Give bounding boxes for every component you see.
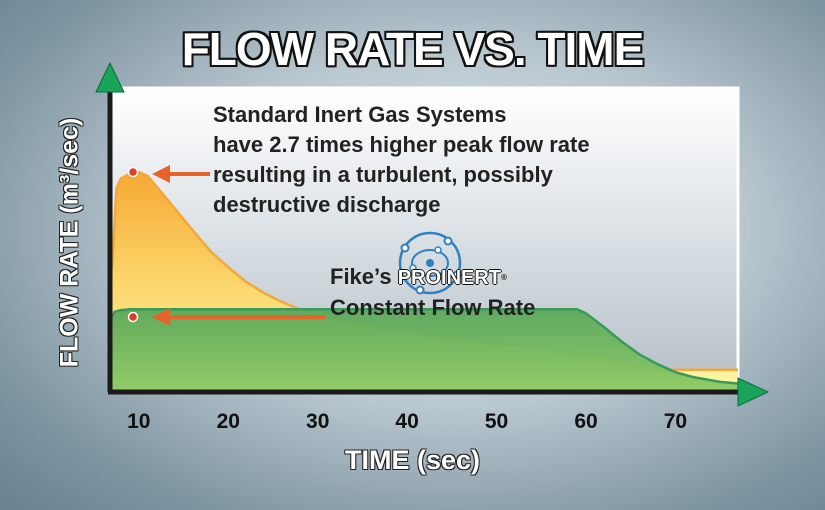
proinert-logo-icon bbox=[398, 231, 462, 295]
proinert-flow-series-line bbox=[110, 308, 739, 385]
chart-title: FLOW RATE VS. TIME bbox=[181, 23, 645, 75]
y-axis-label: FLOW RATE (m³/sec) bbox=[55, 117, 84, 368]
constant-marker bbox=[127, 311, 139, 323]
constant-pointer-arrow-icon bbox=[152, 308, 325, 326]
proinert-brand-logo: PROINERT® bbox=[398, 263, 507, 293]
x-tick-labels: 10 20 30 40 50 60 70 bbox=[127, 410, 687, 433]
annotation-line-4: destructive discharge bbox=[213, 192, 441, 217]
proinert-annotation: Fike’s PROINERT® Constant Flow Rate bbox=[330, 262, 590, 323]
peak-marker bbox=[127, 166, 139, 178]
proinert-brand-line: Fike’s PROINERT® bbox=[330, 262, 590, 293]
series-layer bbox=[110, 170, 739, 390]
x-tick-label: 50 bbox=[485, 410, 508, 433]
x-axis-arrow-icon bbox=[737, 377, 770, 407]
proinert-constant-line: Constant Flow Rate bbox=[330, 295, 536, 320]
x-tick-label: 40 bbox=[395, 410, 418, 433]
x-tick-label: 60 bbox=[574, 410, 597, 433]
x-tick-label: 30 bbox=[306, 410, 329, 433]
proinert-prefix: Fike’s bbox=[330, 264, 392, 289]
annotation-line-2: have 2.7 times higher peak flow rate bbox=[213, 132, 590, 157]
x-axis-label: TIME (sec) bbox=[344, 445, 481, 475]
proinert-brand-text: PROINERT bbox=[397, 267, 502, 289]
peak-pointer-arrow-icon bbox=[152, 165, 210, 183]
annotation-line-3: resulting in a turbulent, possibly bbox=[213, 162, 553, 187]
standard-systems-annotation: Standard Inert Gas Systems have 2.7 time… bbox=[213, 100, 663, 220]
annotation-line-1: Standard Inert Gas Systems bbox=[213, 102, 507, 127]
x-tick-label: 70 bbox=[664, 410, 687, 433]
x-tick-label: 20 bbox=[217, 410, 240, 433]
y-axis-arrow-icon bbox=[95, 61, 125, 93]
proinert-flow-series-area bbox=[112, 309, 738, 390]
x-tick-label: 10 bbox=[127, 410, 150, 433]
registered-mark: ® bbox=[501, 273, 507, 282]
